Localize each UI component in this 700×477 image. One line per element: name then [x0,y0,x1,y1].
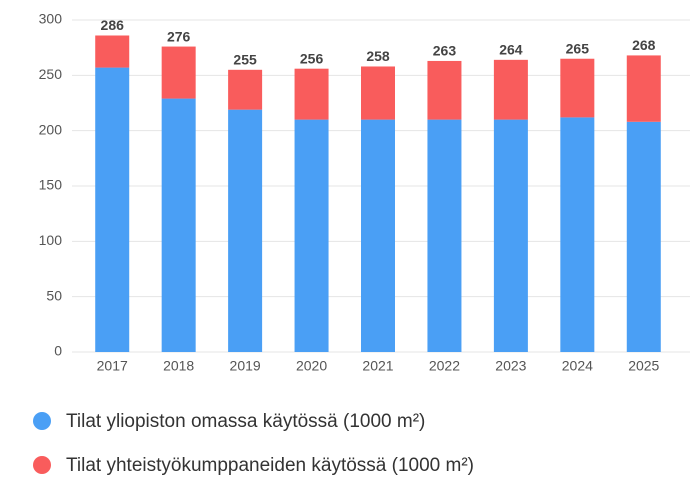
x-tick-label: 2020 [296,358,327,374]
bar-segment [427,119,462,352]
total-label: 264 [499,42,523,58]
x-tick-label: 2019 [230,358,261,374]
legend-swatch [33,456,51,474]
x-tick-label: 2025 [628,358,659,374]
bar-segment [95,67,130,352]
bar-segment [626,55,661,122]
y-tick-label: 200 [39,121,63,137]
y-tick-label: 250 [39,66,63,82]
bar-segment [228,109,263,352]
bar-segment [560,117,595,353]
y-tick-label: 300 [39,11,63,27]
bar-segment [95,35,130,68]
bar-segment [626,121,661,353]
bar-segment [361,119,395,352]
bar-segment [427,60,462,120]
bar-segment [161,98,196,352]
x-tick-label: 2021 [362,358,393,374]
bar-segment [294,119,329,352]
x-tick-label: 2018 [163,358,194,374]
y-tick-label: 150 [39,177,63,193]
y-tick-label: 100 [39,232,63,248]
total-label: 286 [101,17,125,33]
total-label: 255 [233,52,257,68]
y-tick-label: 50 [46,287,62,303]
x-tick-label: 2017 [97,358,128,374]
x-tick-label: 2024 [562,358,593,374]
y-tick-label: 0 [54,343,62,359]
bar-segment [493,119,528,352]
legend-swatch [33,412,51,430]
total-label: 258 [366,48,390,64]
bar-segment [294,68,329,120]
legend-label: Tilat yhteistyökumppaneiden käytössä (10… [66,455,474,476]
total-label: 263 [433,43,457,59]
legend-label: Tilat yliopiston omassa käytössä (1000 m… [66,411,425,432]
x-tick-label: 2022 [429,358,460,374]
bar-segment [493,59,528,120]
total-label: 276 [167,28,191,44]
bar-segment [361,66,395,120]
bar-segment [228,69,263,110]
bar-segment [161,46,196,99]
total-label: 265 [566,40,590,56]
total-label: 256 [300,50,324,66]
total-label: 268 [632,37,656,53]
x-tick-label: 2023 [495,358,526,374]
bar-segment [560,58,595,118]
